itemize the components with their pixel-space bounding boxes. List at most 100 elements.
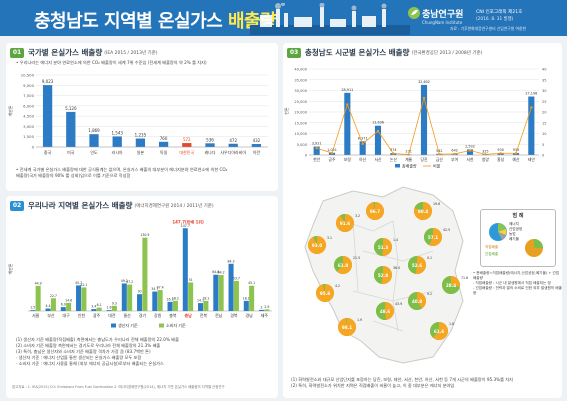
pie-small-label: 3.2 (355, 214, 360, 218)
bar (228, 263, 234, 311)
legend-swatch-total (395, 164, 400, 168)
y-tick-label: 6,000 (23, 103, 34, 108)
legend-swatch (111, 323, 116, 328)
pie-slice-indirect (414, 202, 423, 211)
section2-footnote: 참고자료 : 1. IEA(2015) CO₂ Emissions From F… (12, 385, 225, 389)
pie-slice-indirect (322, 284, 325, 293)
data-label: 1.6 (107, 306, 112, 310)
pct-point (346, 103, 349, 106)
y-tick-label: 0 (32, 145, 35, 150)
y-tick-label: 7,500 (23, 93, 34, 98)
data-label: 1,543 (111, 130, 123, 135)
data-label: 231 (405, 150, 411, 154)
pie-label: 98.1 (342, 325, 352, 330)
pct-point (453, 152, 456, 156)
section2-notes: (1) 생산자 기준 배출량(직접배출) 측면에서는 충남도가 우리나라 전체 … (16, 337, 179, 366)
pct-point (530, 106, 533, 109)
bar (420, 84, 428, 155)
y2-tick-label: 40 (542, 68, 547, 72)
bar (203, 300, 209, 311)
pie-small-label: 1.8 (449, 322, 454, 326)
bar (91, 309, 97, 311)
pie-small-label: 42.5 (443, 228, 450, 232)
x-tick-label: 부여 (451, 157, 458, 162)
data-label: 874 (390, 148, 396, 152)
data-label: 6.9 (61, 303, 66, 307)
bar (172, 300, 178, 311)
bar (228, 143, 238, 147)
data-label: 13,636 (372, 121, 384, 125)
pie-small-label: 1.9 (357, 318, 362, 322)
y-tick-label: 15,000 (294, 121, 307, 125)
data-label: 37.4 (157, 286, 164, 290)
pie-label: 51.3 (378, 245, 388, 250)
data-label: 51 (189, 278, 193, 282)
y2-tick-label: 30 (542, 89, 547, 93)
x-tick-label: 중국 (44, 150, 52, 155)
x-tick-label: 충북 (169, 312, 177, 318)
x-tick-label: 충남 (184, 312, 192, 318)
x-tick-label: 서산 (375, 157, 382, 162)
bar (259, 309, 265, 311)
x-tick-label: 전북 (200, 312, 208, 318)
data-label: 32,602 (418, 80, 430, 84)
pct-point (422, 96, 426, 100)
bar (374, 125, 382, 155)
x-tick-label: 경남 (245, 312, 253, 318)
section1-top-note: • 우리나라는 에너지 분야 연료연소에 의한 CO₂ 배출량이 세계 7위 수… (16, 60, 207, 65)
bar (233, 280, 239, 311)
bar (528, 96, 535, 155)
pie-slice-indirect (313, 236, 317, 245)
x-tick-label: 청양 (482, 157, 489, 162)
section1-notes: • 전세계 국가별 온실가스 배출량에 대한 공식통계는 없으며, 온실가스 배… (16, 167, 228, 178)
data-label: 930 (497, 148, 503, 152)
pie-small-label: 19.6 (433, 202, 440, 206)
x-tick-label: 미국 (67, 149, 75, 155)
pie-slice-indirect (442, 276, 460, 294)
x-tick-label: 보령 (344, 157, 351, 162)
bar (50, 298, 56, 311)
data-label: 325 (482, 149, 488, 153)
x-tick-label: 서울 (32, 312, 40, 318)
pie-small-label: 0.1 (427, 256, 432, 260)
y2-tick-label: 0 (542, 154, 545, 158)
data-label: 9.3 (112, 301, 117, 305)
x-tick-label: 인천 (78, 312, 86, 318)
legend-label: 소비자 기준 (166, 322, 186, 328)
legend-label-total: 총배출량 (402, 163, 417, 169)
bar (157, 290, 163, 311)
pie-label: 61.8 (338, 263, 348, 268)
data-label: 147.7 (181, 224, 190, 228)
data-label: 44.9 (35, 281, 42, 285)
pie-small-label: 71.6 (461, 276, 468, 280)
bar (243, 300, 249, 311)
data-label: 64.2 (218, 271, 225, 275)
bar (205, 143, 215, 147)
data-label: 1,031 (327, 148, 337, 152)
y-tick-label: 9,000 (23, 83, 34, 88)
y2-tick-label: 15 (542, 121, 547, 125)
y-axis-label: 백만톤 (7, 263, 13, 274)
y-tick-label: 35,000 (294, 78, 307, 82)
pie-slice-direct (429, 228, 442, 246)
page-title: 충청남도 지역별 온실가스 배출량 (34, 11, 277, 32)
y2-tick-label: 20 (542, 111, 547, 115)
x-tick-label: 아산 (359, 157, 366, 162)
pie-label: 52.8 (378, 273, 388, 278)
y2-tick-label: 35 (542, 78, 547, 82)
pie-slice-indirect (407, 256, 417, 274)
x-tick-label: 논산 (390, 157, 397, 162)
data-label: 130.9 (140, 233, 149, 237)
org-logo: 충남연구원 ChungNam Institute CNI 인포그래픽 제21호 … (408, 7, 567, 31)
pie-slice-indirect (376, 302, 386, 320)
bar (213, 274, 219, 311)
bar (135, 138, 146, 147)
bar (466, 149, 474, 155)
x-tick-label: 제주 (261, 312, 269, 318)
x-tick-label: 대한민국 (179, 149, 194, 155)
bar (182, 143, 192, 147)
x-tick-label: 대전 (108, 312, 116, 318)
data-label: 45.1 (248, 281, 255, 285)
data-label: 34.7 (151, 287, 158, 291)
x-tick-label: 일본 (137, 149, 145, 155)
